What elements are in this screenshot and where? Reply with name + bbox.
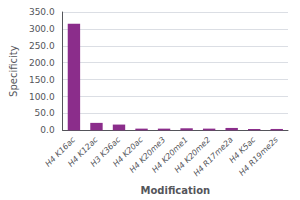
svg-text:H4 K20me1: H4 K20me1	[150, 135, 190, 175]
svg-text:350.0: 350.0	[29, 7, 55, 17]
svg-text:H4 K20ac: H4 K20ac	[111, 135, 145, 169]
svg-text:250.0: 250.0	[29, 41, 55, 51]
svg-text:H4 K16ac: H4 K16ac	[43, 135, 78, 169]
svg-text:Specificity: Specificity	[8, 45, 19, 97]
svg-text:H4 R17me2a: H4 R17me2a	[191, 135, 235, 179]
svg-text:H3 K36ac: H3 K36ac	[88, 135, 123, 169]
svg-text:H4 K20me3: H4 K20me3	[127, 135, 168, 175]
svg-text:200.0: 200.0	[29, 58, 55, 68]
svg-text:0.0: 0.0	[40, 125, 55, 135]
svg-text:50.0: 50.0	[35, 108, 55, 118]
svg-text:150.0: 150.0	[29, 75, 55, 85]
svg-text:H4 K20me2: H4 K20me2	[172, 135, 213, 175]
svg-text:H4 K12ac: H4 K12ac	[66, 135, 100, 169]
svg-text:H4 R19me2s: H4 R19me2s	[237, 135, 280, 178]
svg-text:H4 K5ac: H4 K5ac	[227, 135, 258, 165]
svg-text:100.0: 100.0	[29, 92, 55, 102]
svg-text:300.0: 300.0	[29, 24, 55, 34]
svg-text:Modification: Modification	[140, 185, 210, 196]
